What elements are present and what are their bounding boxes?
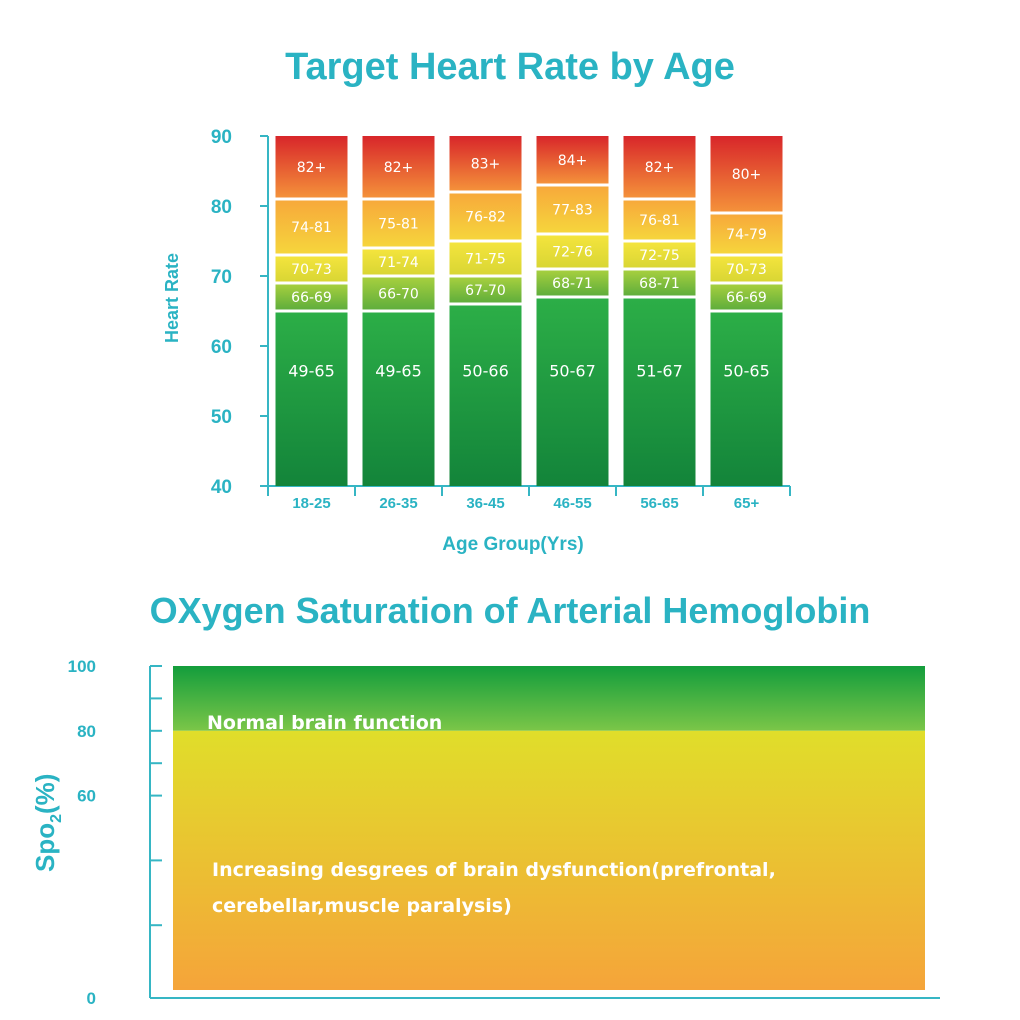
heart-rate-bar-zone2-46-55 <box>536 270 609 296</box>
heart-rate-bar-label: 71-74 <box>378 255 419 271</box>
heart-rate-bar-label: 49-65 <box>288 361 335 380</box>
oxygen-y-tick-label: 60 <box>77 787 96 806</box>
heart-rate-y-axis-label: Heart Rate <box>162 253 182 343</box>
heart-rate-bar-label: 67-70 <box>465 283 506 299</box>
heart-rate-bar-zone2-56-65 <box>623 270 696 296</box>
heart-rate-y-tick-label: 70 <box>211 267 232 288</box>
heart-rate-bar-label: 50-67 <box>549 361 596 380</box>
oxygen-y-tick-label: 100 <box>68 657 96 676</box>
heart-rate-bar-label: 72-76 <box>552 245 593 261</box>
heart-rate-x-tick-label: 18-25 <box>292 495 330 512</box>
heart-rate-bar-label: 84+ <box>558 153 588 169</box>
heart-rate-bar-zone2-36-45 <box>449 277 522 303</box>
heart-rate-x-tick-label: 65+ <box>734 495 760 512</box>
heart-rate-x-tick-label: 56-65 <box>640 495 678 512</box>
heart-rate-bar-zone4-36-45 <box>449 193 522 240</box>
heart-rate-bar-zone3-18-25 <box>275 256 348 282</box>
heart-rate-bar-label: 72-75 <box>639 248 680 264</box>
heart-rate-bar-zone5-36-45 <box>449 136 522 191</box>
heart-rate-bar-zone5-65+ <box>710 136 783 212</box>
heart-rate-bar-label: 70-73 <box>726 262 767 278</box>
heart-rate-bar-zone2-18-25 <box>275 284 348 310</box>
heart-rate-x-tick-label: 36-45 <box>466 495 504 512</box>
heart-rate-bar-label: 75-81 <box>378 217 419 233</box>
heart-rate-bar-zone1-46-55 <box>536 298 609 486</box>
heart-rate-bar-label: 82+ <box>645 160 675 176</box>
heart-rate-y-tick-label: 90 <box>211 127 232 148</box>
heart-rate-bar-zone1-18-25 <box>275 312 348 486</box>
oxygen-y-axis-label: Spo2(%) <box>30 774 65 872</box>
heart-rate-bar-zone3-65+ <box>710 256 783 282</box>
heart-rate-x-axis-label: Age Group(Yrs) <box>442 534 583 555</box>
heart-rate-bar-label: 83+ <box>471 156 501 172</box>
heart-rate-bar-zone3-56-65 <box>623 242 696 268</box>
heart-rate-bar-label: 51-67 <box>636 361 683 380</box>
heart-rate-bar-label: 82+ <box>297 160 327 176</box>
heart-rate-bar-zone2-26-35 <box>362 277 435 310</box>
heart-rate-bar-zone1-56-65 <box>623 298 696 486</box>
oxygen-zone-normal-label: Normal brain function <box>207 712 442 734</box>
heart-rate-bar-zone4-26-35 <box>362 200 435 247</box>
heart-rate-bar-zone3-46-55 <box>536 235 609 268</box>
oxygen-zone-dysfunction <box>173 730 925 990</box>
oxygen-y-tick-label: 80 <box>77 722 96 741</box>
heart-rate-bar-label: 74-79 <box>726 227 767 243</box>
heart-rate-x-tick-label: 26-35 <box>379 495 417 512</box>
heart-rate-bar-label: 76-81 <box>639 213 680 229</box>
heart-rate-chart-title: Target Heart Rate by Age <box>285 46 735 88</box>
heart-rate-bar-zone5-26-35 <box>362 136 435 198</box>
heart-rate-y-tick-label: 40 <box>211 477 232 498</box>
heart-rate-bar-zone5-46-55 <box>536 136 609 184</box>
heart-rate-bar-zone4-56-65 <box>623 200 696 240</box>
oxygen-chart-title: OXygen Saturation of Arterial Hemoglobin <box>149 590 871 631</box>
heart-rate-bar-zone2-65+ <box>710 284 783 310</box>
heart-rate-bar-label: 50-65 <box>723 361 770 380</box>
heart-rate-y-tick-label: 80 <box>211 197 232 218</box>
heart-rate-bar-zone3-26-35 <box>362 249 435 275</box>
heart-rate-bar-zone5-56-65 <box>623 136 696 198</box>
heart-rate-bar-label: 76-82 <box>465 210 506 226</box>
heart-rate-bar-label: 66-69 <box>291 290 332 306</box>
heart-rate-bar-label: 49-65 <box>375 361 422 380</box>
heart-rate-bar-zone1-36-45 <box>449 305 522 486</box>
heart-rate-bar-label: 68-71 <box>639 276 680 292</box>
heart-rate-y-tick-label: 60 <box>211 337 232 358</box>
oxygen-y-tick-label: 0 <box>87 989 96 1008</box>
heart-rate-bar-label: 71-75 <box>465 252 506 268</box>
oxygen-zone-normal <box>173 666 925 731</box>
oxygen-zone-dysfunction-label: Increasing desgrees of brain dysfunction… <box>212 859 776 881</box>
heart-rate-bar-label: 70-73 <box>291 262 332 278</box>
heart-rate-bar-zone1-26-35 <box>362 312 435 486</box>
heart-rate-y-tick-label: 50 <box>211 407 232 428</box>
heart-rate-bar-label: 82+ <box>384 160 414 176</box>
heart-rate-bar-label: 74-81 <box>291 220 332 236</box>
heart-rate-bar-label: 50-66 <box>462 361 509 380</box>
heart-rate-bar-zone1-65+ <box>710 312 783 486</box>
heart-rate-bar-label: 68-71 <box>552 276 593 292</box>
heart-rate-bar-label: 80+ <box>732 167 762 183</box>
heart-rate-bar-label: 66-69 <box>726 290 767 306</box>
heart-rate-bar-zone4-18-25 <box>275 200 348 254</box>
oxygen-zone-dysfunction-label: cerebellar,muscle paralysis) <box>212 895 512 917</box>
heart-rate-x-tick-label: 46-55 <box>553 495 591 512</box>
heart-rate-bar-zone5-18-25 <box>275 136 348 198</box>
heart-rate-bar-zone4-46-55 <box>536 186 609 233</box>
heart-rate-bar-zone3-36-45 <box>449 242 522 275</box>
heart-rate-bar-label: 77-83 <box>552 203 593 219</box>
heart-rate-bar-label: 66-70 <box>378 287 419 303</box>
heart-rate-bar-zone4-65+ <box>710 214 783 254</box>
